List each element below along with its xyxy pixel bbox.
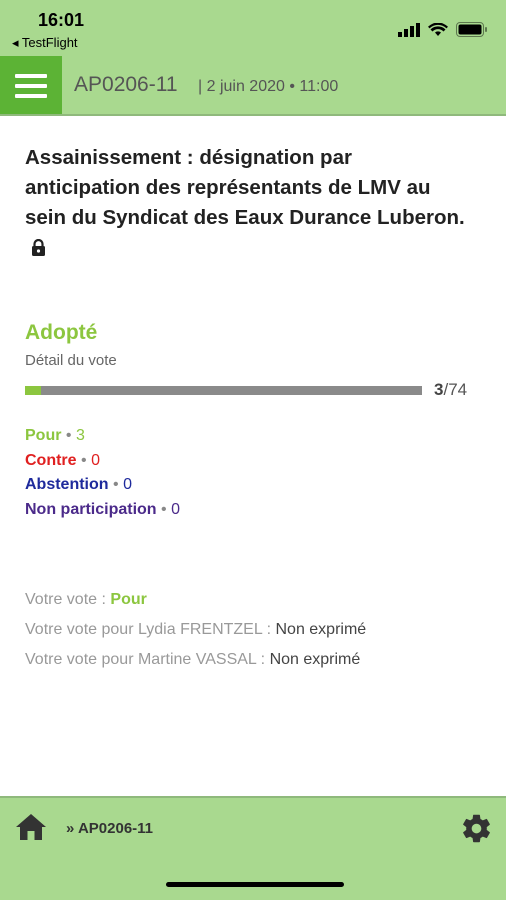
my-votes-section: Votre vote : Pour Votre vote pour Lydia … <box>25 585 366 675</box>
bottom-bar: » AP0206-11 <box>0 796 506 900</box>
vote-contre-value: 0 <box>91 451 100 469</box>
status-icons <box>398 22 488 37</box>
status-time: 16:01 <box>38 10 85 30</box>
vote-non-participation-row: Non participation • 0 <box>25 500 180 518</box>
proxy-vote-row: Votre vote pour Lydia FRENTZEL : Non exp… <box>25 615 366 645</box>
vote-non-participation-label: Non participation <box>25 500 157 518</box>
breadcrumb[interactable]: » AP0206-11 <box>66 820 154 837</box>
deliberation-title-text: Assainissement : désignation par anticip… <box>25 146 465 229</box>
wifi-icon <box>428 22 448 36</box>
top-bar: 16:01 ◂ TestFlight AP0206-11 | 2 juin 20… <box>0 0 506 116</box>
home-icon[interactable] <box>15 813 47 846</box>
back-to-testflight-link[interactable]: ◂ TestFlight <box>12 35 78 50</box>
vote-abstention-row: Abstention • 0 <box>25 476 132 493</box>
proxy-vote-value: Non exprimé <box>269 651 361 668</box>
home-indicator[interactable] <box>166 882 344 887</box>
vote-abstention-label: Abstention <box>25 476 109 493</box>
vote-pour-value: 3 <box>75 427 85 444</box>
vote-pour-label: Pour <box>25 427 62 444</box>
hamburger-menu-button[interactable] <box>0 56 62 116</box>
footer-divider <box>0 796 506 798</box>
vote-detail-label: Détail du vote <box>25 352 117 369</box>
proxy-vote-label: Votre vote pour Martine VASSAL : <box>25 651 270 668</box>
vote-non-participation-value: 0 <box>171 500 180 518</box>
header-divider <box>0 114 506 116</box>
menu-line <box>15 94 47 98</box>
vote-progress-bar <box>25 386 422 395</box>
vote-count-value: 3 <box>434 380 444 399</box>
vote-result: Adopté <box>25 321 98 344</box>
vote-breakdown: Pour • 3 Contre • 0 Abstention • 0 Non p… <box>25 424 180 522</box>
app-header: AP0206-11 | 2 juin 2020 • 11:00 <box>0 56 506 116</box>
vote-abstention-value: 0 <box>123 476 132 493</box>
menu-line <box>15 74 47 78</box>
session-code: AP0206-11 <box>74 73 178 96</box>
vote-contre-label: Contre <box>25 451 77 469</box>
menu-line <box>15 84 47 88</box>
session-date: | 2 juin 2020 • 11:00 <box>198 78 339 95</box>
vote-count-total: /74 <box>443 380 468 399</box>
gear-icon[interactable] <box>460 812 493 850</box>
vote-progress-fill <box>25 386 42 395</box>
vote-pour-row: Pour • 3 <box>25 427 85 444</box>
my-vote-label: Votre vote : <box>25 591 111 608</box>
battery-icon <box>456 22 487 37</box>
proxy-vote-value: Non exprimé <box>275 621 367 638</box>
proxy-vote-row: Votre vote pour Martine VASSAL : Non exp… <box>25 645 366 675</box>
proxy-vote-label: Votre vote pour Lydia FRENTZEL : <box>25 621 276 638</box>
signal-icon <box>398 22 420 37</box>
vote-count: 3/74 <box>434 380 467 400</box>
my-vote-row: Votre vote : Pour <box>25 585 366 615</box>
vote-contre-row: Contre • 0 <box>25 451 100 469</box>
deliberation-title: Assainissement : désignation par anticip… <box>25 143 465 265</box>
my-vote-value: Pour <box>110 591 147 608</box>
lock-icon <box>31 235 46 265</box>
